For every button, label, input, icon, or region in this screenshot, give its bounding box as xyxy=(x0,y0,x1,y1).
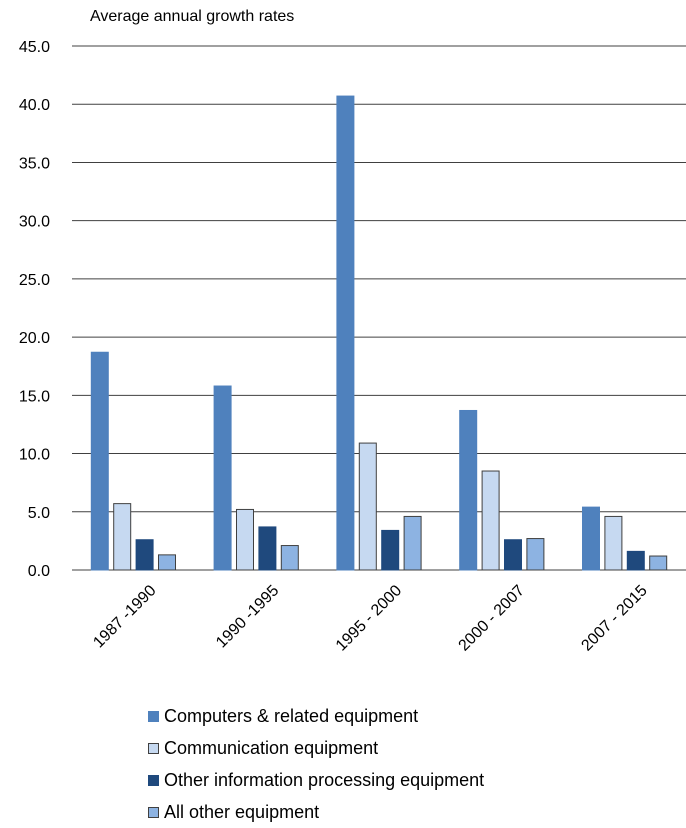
x-tick-label: 1995 - 2000 xyxy=(333,582,405,654)
x-tick-label: 2007 - 2015 xyxy=(578,582,650,654)
legend-swatch xyxy=(148,742,159,754)
bar xyxy=(113,503,132,571)
x-tick-label: 2000 - 2007 xyxy=(456,582,528,654)
y-tick-label: 20.0 xyxy=(19,330,50,347)
bar xyxy=(336,95,355,571)
y-tick-label: 5.0 xyxy=(28,505,50,522)
legend-item: Other information processing equipment xyxy=(148,764,484,796)
bar xyxy=(158,554,176,571)
x-tick-label: 1990 -1995 xyxy=(213,582,282,651)
legend: Computers & related equipment Communicati… xyxy=(148,700,484,828)
bar xyxy=(526,538,545,571)
legend-swatch xyxy=(148,774,159,786)
chart-title: Average annual growth rates xyxy=(90,8,295,25)
y-tick-label: 45.0 xyxy=(19,39,50,56)
y-tick-label: 35.0 xyxy=(19,155,50,172)
bar xyxy=(403,515,422,571)
x-axis-ticks: 1987 -1990 1990 -1995 1995 - 2000 2000 - 20… xyxy=(90,582,651,654)
legend-item: Communication equipment xyxy=(148,732,484,764)
bars xyxy=(90,95,668,571)
y-tick-label: 30.0 xyxy=(19,214,50,231)
bar xyxy=(604,515,623,571)
bar xyxy=(459,409,478,571)
bar xyxy=(504,539,522,571)
legend-swatch xyxy=(148,806,159,818)
bar xyxy=(90,351,109,571)
y-tick-label: 25.0 xyxy=(19,272,50,289)
bar xyxy=(649,555,668,571)
gridlines xyxy=(72,45,686,571)
y-tick-label: 15.0 xyxy=(19,388,50,405)
y-tick-label: 0.0 xyxy=(28,563,50,580)
bar xyxy=(236,508,254,571)
legend-label: Other information processing equipment xyxy=(164,769,485,790)
y-tick-label: 10.0 xyxy=(19,447,50,464)
legend-swatch xyxy=(148,710,159,722)
y-axis-ticks: 0.0 5.0 10.0 15.0 20.0 25.0 30.0 35.0 40.0 45.0 xyxy=(19,39,50,580)
legend-item: Computers & related equipment xyxy=(148,700,484,732)
bar xyxy=(135,539,154,571)
legend-label: Computers & related equipment xyxy=(164,705,419,726)
bar xyxy=(358,442,377,571)
bar xyxy=(582,506,600,571)
bar xyxy=(258,526,277,571)
bar xyxy=(626,550,645,571)
legend-label: Communication equipment xyxy=(164,737,379,758)
legend-label: All other equipment xyxy=(164,801,320,822)
legend-item: All other equipment xyxy=(148,796,484,828)
y-tick-label: 40.0 xyxy=(19,97,50,114)
bar xyxy=(481,470,500,571)
bar xyxy=(381,529,400,571)
bar xyxy=(213,385,232,571)
x-tick-label: 1987 -1990 xyxy=(90,582,159,651)
bar-chart: 0.0 5.0 10.0 15.0 20.0 25.0 30.0 35.0 40.0 45.0 1… xyxy=(19,39,686,655)
bar xyxy=(280,545,299,571)
